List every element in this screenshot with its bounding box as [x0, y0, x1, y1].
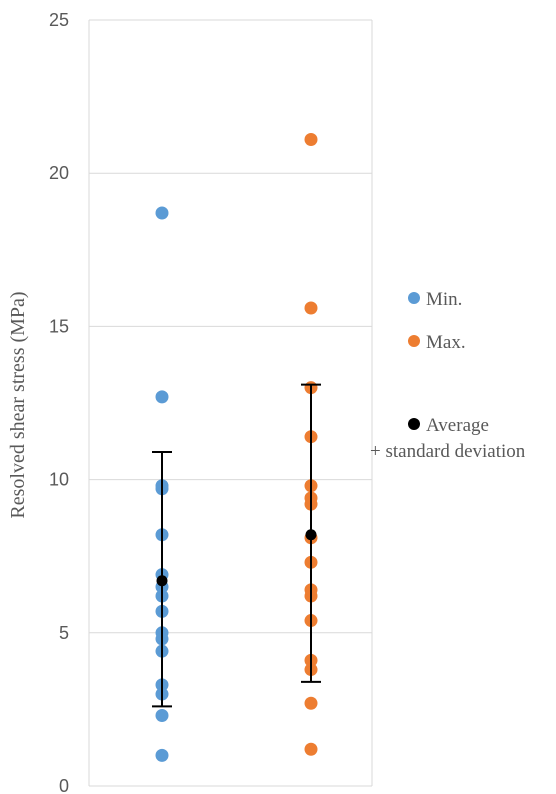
point-min [155, 709, 169, 723]
legend-label-average: Average [426, 415, 489, 436]
legend: Min. Max. Average + standard deviation [370, 289, 526, 462]
y-tick-label: 0 [59, 776, 69, 794]
y-axis-title: Resolved shear stress (MPa) [7, 291, 29, 518]
legend-label-std-dev: + standard deviation [370, 441, 526, 462]
y-tick-label: 15 [49, 316, 69, 336]
y-tick-label: 20 [49, 163, 69, 183]
point-min [155, 206, 169, 220]
point-max [304, 696, 318, 710]
grid [88, 19, 373, 787]
legend-label-max: Max. [426, 332, 466, 353]
summary-markers [152, 383, 321, 708]
average-point [305, 529, 317, 541]
y-tick-label: 25 [49, 10, 69, 30]
legend-marker-average [408, 418, 420, 430]
y-tick-label: 5 [59, 623, 69, 643]
point-max [304, 301, 318, 315]
legend-marker-max [408, 335, 420, 347]
data-points [155, 132, 318, 762]
y-tick-label: 10 [49, 470, 69, 490]
legend-label-min: Min. [426, 289, 462, 310]
average-point [156, 575, 168, 587]
point-min [155, 748, 169, 762]
point-max [304, 742, 318, 756]
point-min [155, 390, 169, 404]
y-axis-ticks: 0 5 10 15 20 25 [49, 10, 69, 794]
legend-marker-min [408, 292, 420, 304]
point-max [304, 132, 318, 146]
